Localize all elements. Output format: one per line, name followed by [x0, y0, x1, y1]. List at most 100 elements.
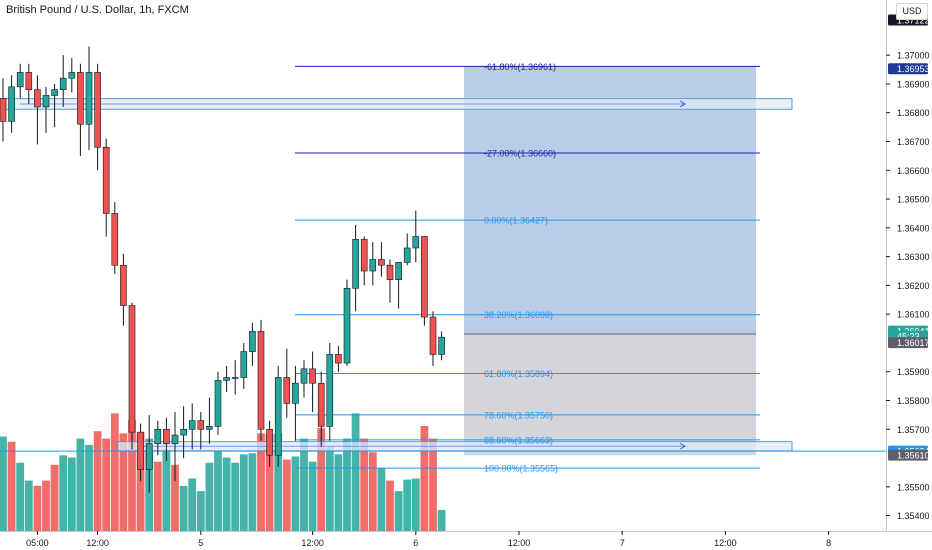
- candle: [34, 75, 41, 145]
- candle: [68, 58, 76, 93]
- candle: [378, 242, 385, 277]
- candle-body-down: [163, 428, 170, 444]
- candle: [111, 201, 119, 274]
- arrow-icon: [679, 442, 686, 450]
- candle-body-up: [369, 259, 377, 272]
- volume-bar: [136, 432, 145, 531]
- fib-level-label: -27.00%(1.36660): [484, 149, 556, 159]
- volume-bar: [403, 479, 412, 531]
- candle-body-up: [8, 86, 15, 122]
- fib-level-label: 100.00%(1.35565): [484, 464, 558, 474]
- price-tag-label: 1.35610: [897, 450, 930, 460]
- candle: [438, 331, 445, 361]
- candle: [343, 279, 351, 366]
- candle: [240, 342, 248, 389]
- candle-body-down: [0, 98, 7, 122]
- position-zones: [464, 66, 756, 456]
- volume-bar: [179, 485, 188, 531]
- time-axis-background: [0, 531, 932, 550]
- candle: [59, 55, 67, 107]
- volume-bar: [0, 436, 7, 531]
- candle: [94, 63, 101, 171]
- volume-bar: [343, 438, 351, 531]
- candle-body-down: [386, 264, 394, 280]
- candle: [421, 236, 428, 326]
- volume-bar: [16, 462, 25, 531]
- volume-bar: [377, 468, 386, 531]
- candle-body-down: [137, 431, 144, 470]
- volume-bar: [110, 413, 119, 531]
- time-tick-label: 6: [413, 538, 418, 548]
- price-tick-label: 1.36300: [897, 252, 930, 262]
- candle-body-down: [317, 382, 325, 427]
- volume-bar: [153, 461, 162, 531]
- volume-bar: [162, 449, 171, 531]
- candle: [231, 360, 239, 395]
- price-tick-label: 1.36900: [897, 79, 930, 89]
- candle-body-up: [438, 336, 445, 355]
- price-tag: 1.36017: [888, 337, 930, 349]
- candle: [360, 236, 368, 286]
- candle-body-up: [154, 428, 162, 444]
- candle-body-down: [335, 354, 342, 364]
- price-tag: 1.35610: [888, 449, 930, 461]
- fib-level-label: 88.60%(1.35663): [484, 435, 553, 445]
- volume-bars: [0, 413, 446, 531]
- candle-body-down: [309, 368, 316, 384]
- candle: [206, 397, 213, 444]
- candle-body-down: [102, 146, 110, 214]
- candle: [395, 262, 402, 309]
- candle-body-up: [180, 428, 187, 436]
- candle: [16, 63, 24, 99]
- currency-button[interactable]: USD: [896, 3, 928, 20]
- candle: [335, 345, 342, 372]
- volume-bar: [222, 457, 231, 531]
- candle-body-up: [249, 331, 256, 352]
- candle-body-up: [171, 434, 179, 444]
- candle-body-up: [85, 72, 93, 125]
- candle: [197, 412, 205, 450]
- volume-bar: [291, 456, 300, 531]
- candle-body-down: [197, 420, 205, 430]
- volume-bar: [196, 491, 205, 531]
- candle: [309, 351, 316, 413]
- candle-body-up: [206, 426, 213, 430]
- volume-bar: [102, 438, 111, 531]
- candle-body-down: [360, 239, 368, 272]
- price-tag-background: [888, 337, 928, 349]
- candle: [145, 414, 153, 493]
- volume-bar: [93, 431, 102, 531]
- candle-body-up: [188, 420, 196, 430]
- volume-bar: [257, 433, 265, 531]
- candle-body-down: [120, 264, 127, 306]
- volume-bar: [325, 447, 334, 531]
- time-tick-label: 8: [826, 538, 831, 548]
- volume-bar: [248, 453, 257, 531]
- stop-zone: [464, 334, 756, 456]
- candle-body-up: [51, 89, 58, 96]
- candle-body-down: [421, 236, 428, 318]
- fibonacci-levels[interactable]: -61.80%(1.36961) -27.00%(1.36660) 0.00%(1.…: [295, 62, 760, 474]
- candle: [429, 311, 437, 366]
- volume-bar: [33, 485, 42, 531]
- price-tick-label: 1.36400: [897, 223, 930, 233]
- candle: [386, 259, 394, 303]
- volume-bar: [24, 480, 33, 531]
- volume-bar: [50, 464, 59, 531]
- volume-bar: [171, 464, 179, 531]
- candle: [120, 253, 127, 326]
- candle-body-up: [343, 287, 351, 364]
- candle: [412, 210, 420, 263]
- fib-level-label: 38.20%(1.36098): [484, 310, 553, 320]
- candle-body-up: [326, 354, 334, 427]
- volume-bar: [59, 455, 68, 531]
- price-axis[interactable]: 1.37000 1.36900 1.36800 1.36700 1.36600 1.365…: [886, 0, 932, 550]
- candle-body-up: [395, 262, 402, 280]
- volume-bar: [360, 438, 369, 531]
- fib-level-label: 78.60%(1.35750): [484, 410, 553, 420]
- volume-bar: [67, 457, 76, 531]
- candle: [352, 224, 359, 312]
- volume-bar: [308, 461, 317, 531]
- time-axis[interactable]: 05:00 12:00 5 12:00 6 12:00 7 12:00 8: [0, 531, 932, 550]
